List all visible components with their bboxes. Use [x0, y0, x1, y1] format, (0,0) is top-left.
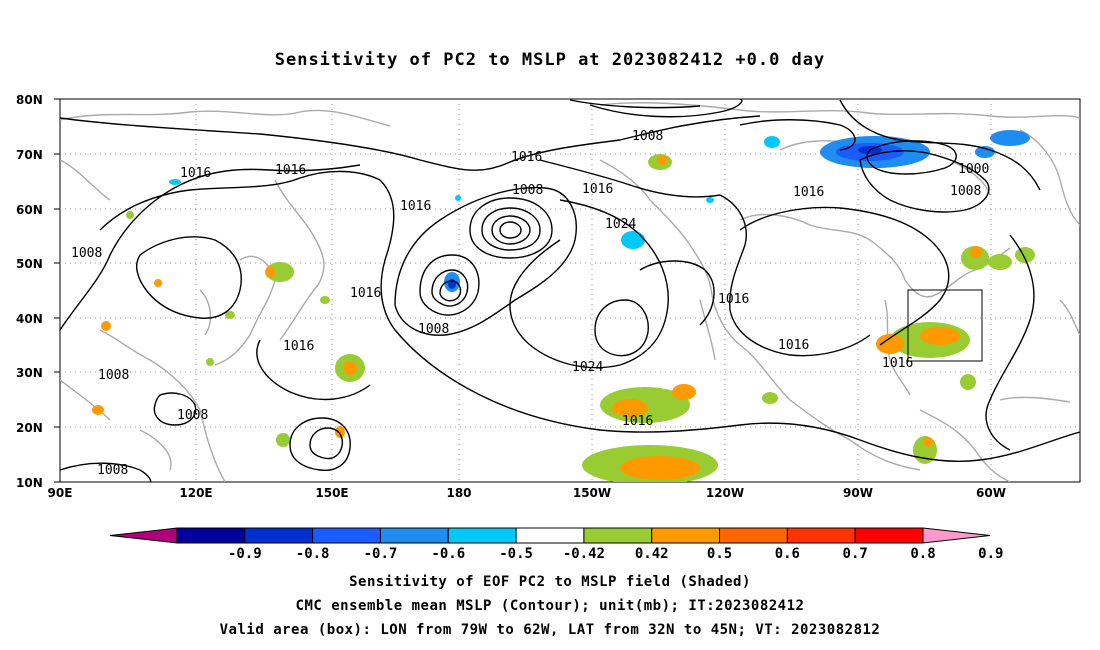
colorbar-label: 0.9 — [978, 546, 1003, 562]
colorbar-label: 0.8 — [910, 546, 935, 562]
lon-label: 90E — [48, 486, 73, 500]
lon-label: 180 — [446, 486, 471, 500]
colorbar-label: -0.7 — [364, 546, 398, 562]
lat-label: 60N — [16, 203, 43, 217]
lat-label: 30N — [16, 366, 43, 380]
contour-label: 1008 — [71, 246, 102, 261]
contour-label: 1008 — [418, 322, 449, 337]
colorbar-max-triangle — [922, 527, 991, 544]
colorbar-min-triangle — [109, 527, 178, 544]
colorbar-swatch — [176, 527, 246, 544]
colorbar-label: -0.6 — [431, 546, 465, 562]
valid-area-box — [907, 289, 983, 362]
contour-label: 1008 — [512, 183, 543, 198]
colorbar-swatch — [854, 527, 924, 544]
contour-label: 1016 — [778, 338, 809, 353]
caption-line-1: Sensitivity of EOF PC2 to MSLP field (Sh… — [349, 574, 751, 590]
colorbar-label: -0.8 — [296, 546, 330, 562]
contour-label: 1008 — [177, 408, 208, 423]
colorbar-swatch — [719, 527, 788, 544]
colorbar-label: 0.5 — [707, 546, 732, 562]
contour-label: 1008 — [632, 129, 663, 144]
lon-label: 90W — [843, 486, 873, 500]
lon-label: 150E — [315, 486, 348, 500]
colorbar-swatch — [583, 527, 653, 544]
colorbar-label: 0.42 — [635, 546, 669, 562]
colorbar-label: -0.9 — [228, 546, 262, 562]
colorbar-swatch — [244, 527, 314, 544]
contour-label: 1016 — [718, 292, 749, 307]
colorbar-swatch — [379, 527, 449, 544]
contour-label: 1024 — [572, 360, 603, 375]
colorbar-swatch — [515, 527, 585, 544]
lon-label: 60W — [976, 486, 1006, 500]
colorbar-label: 0.6 — [775, 546, 800, 562]
contour-label: 1016 — [622, 414, 653, 429]
contour-label: 1016 — [283, 339, 314, 354]
lon-label: 120W — [706, 486, 744, 500]
contour-label: 1008 — [97, 463, 128, 478]
contour-label: 1008 — [98, 368, 129, 383]
contour-label: 1008 — [950, 184, 981, 199]
colorbar-swatch — [447, 527, 517, 544]
contour-label: 1016 — [180, 166, 211, 181]
colorbar-label: -0.5 — [499, 546, 533, 562]
colorbar-label: 0.7 — [843, 546, 868, 562]
mslp-contours — [60, 99, 1080, 482]
contour-label: 1016 — [882, 356, 913, 371]
contour-label: 1000 — [958, 162, 989, 177]
positive-sensitivity-shading — [92, 154, 1035, 482]
lat-label: 20N — [16, 421, 43, 435]
caption-line-3: Valid area (box): LON from 79W to 62W, L… — [219, 622, 881, 638]
colorbar-swatch — [651, 527, 721, 544]
lat-label: 80N — [16, 93, 43, 107]
contour-label: 1016 — [582, 182, 613, 197]
negative-sensitivity-shading — [169, 130, 1030, 292]
colorbar-swatch — [786, 527, 856, 544]
lat-label: 40N — [16, 312, 43, 326]
lon-label: 120E — [179, 486, 212, 500]
longitude-labels: 90E 120E 150E 180 150W 120W 90W 60W — [48, 486, 1006, 500]
caption-line-2: CMC ensemble mean MSLP (Contour); unit(m… — [295, 598, 805, 614]
contour-label: 1016 — [350, 286, 381, 301]
contour-label: 1024 — [605, 217, 636, 232]
lon-label: 150W — [573, 486, 611, 500]
lat-ticks — [54, 98, 60, 483]
contour-label: 1016 — [275, 163, 306, 178]
map-title: Sensitivity of PC2 to MSLP at 2023082412… — [274, 50, 826, 70]
colorbar-label: -0.42 — [563, 546, 605, 562]
colorbar: -0.9 -0.8 -0.7 -0.6 -0.5 -0.42 0.42 0.5 0.6 0.7 0.… — [109, 527, 1003, 562]
contour-label: 1016 — [511, 150, 542, 165]
lat-label: 70N — [16, 148, 43, 162]
lat-label: 50N — [16, 257, 43, 271]
colorbar-swatch — [312, 527, 381, 544]
contour-label: 1016 — [793, 185, 824, 200]
graticule-grid — [60, 99, 1080, 482]
latitude-labels: 80N 70N 60N 50N 40N 30N 20N 10N — [16, 93, 43, 490]
lat-label: 10N — [16, 476, 43, 490]
contour-label: 1016 — [400, 199, 431, 214]
contour-labels: 1008 1016 1016 1008 1016 1016 1024 1016 … — [71, 129, 989, 478]
